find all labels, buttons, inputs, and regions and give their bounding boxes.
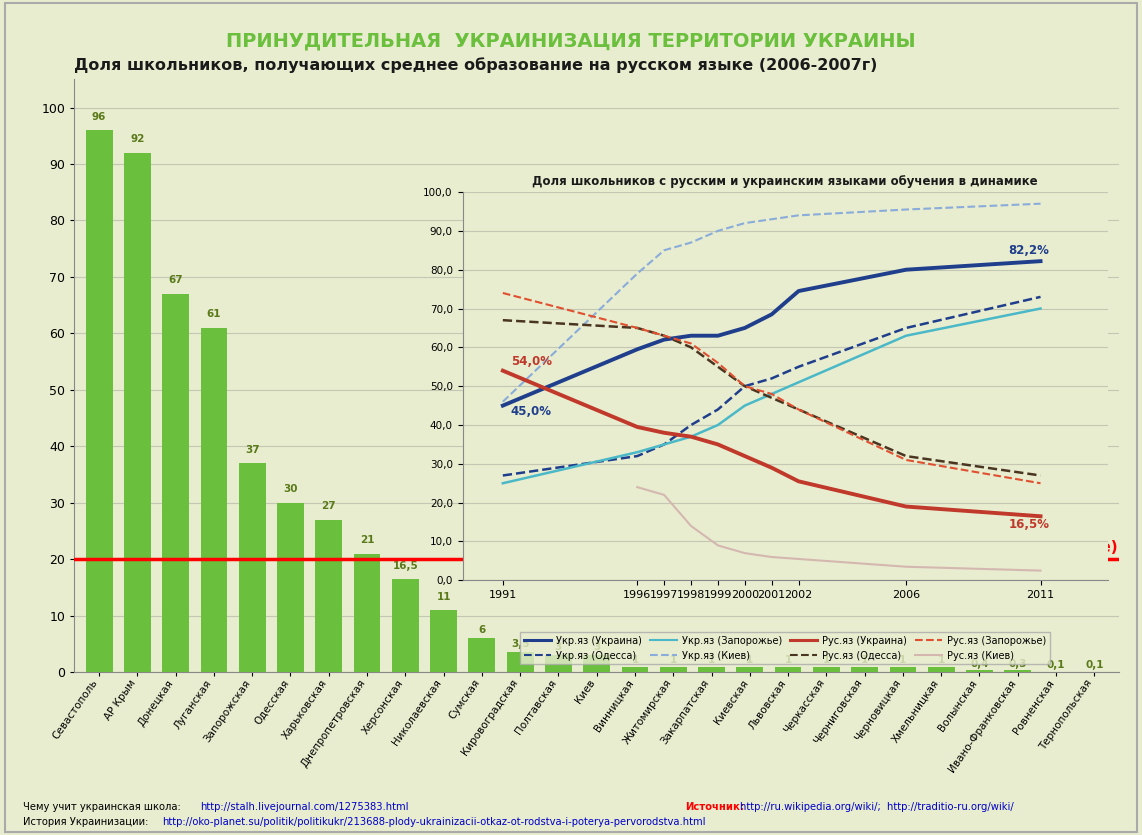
Text: 3: 3 <box>593 642 601 652</box>
Text: Чему учит украинская школа:: Чему учит украинская школа: <box>23 802 184 812</box>
Bar <box>737 666 763 672</box>
Text: 0,3: 0,3 <box>1008 660 1027 670</box>
Bar <box>86 130 113 672</box>
Bar <box>545 655 572 672</box>
Text: 1: 1 <box>785 655 791 665</box>
Text: 16,5: 16,5 <box>393 560 418 570</box>
Text: 6: 6 <box>478 625 485 635</box>
Text: 1: 1 <box>669 655 677 665</box>
Text: 3: 3 <box>555 642 562 652</box>
Text: 0,4: 0,4 <box>971 659 989 669</box>
Text: ПРИНУДИТЕЛЬНАЯ  УКРАИНИЗАЦИЯ ТЕРРИТОРИИ УКРАИНЫ: ПРИНУДИТЕЛЬНАЯ УКРАИНИЗАЦИЯ ТЕРРИТОРИИ У… <box>226 32 916 51</box>
Bar <box>813 666 839 672</box>
Bar <box>162 294 190 672</box>
Text: 1: 1 <box>861 655 868 665</box>
Text: 45,0%: 45,0% <box>510 405 552 418</box>
Text: 1: 1 <box>708 655 715 665</box>
Text: Источник:: Источник: <box>685 802 745 812</box>
Text: История Украинизации:: История Украинизации: <box>23 817 152 827</box>
Bar <box>354 554 380 672</box>
Text: 96: 96 <box>91 112 106 122</box>
Text: 1: 1 <box>746 655 754 665</box>
Text: Доля школьников, получающих среднее образование на русском языке (2006-2007г): Доля школьников, получающих среднее обра… <box>74 57 877 73</box>
Title: Доля школьников с русским и украинским языками обучения в динамике: Доля школьников с русским и украинским я… <box>532 175 1038 188</box>
Bar <box>584 655 610 672</box>
Text: 1: 1 <box>899 655 907 665</box>
Text: 0,1: 0,1 <box>1047 660 1065 671</box>
Text: 67: 67 <box>168 276 183 286</box>
Bar <box>660 666 686 672</box>
Bar <box>124 153 151 672</box>
Bar <box>315 519 343 672</box>
Text: 82,2%: 82,2% <box>1008 244 1049 257</box>
Text: 1: 1 <box>822 655 830 665</box>
Bar <box>431 610 457 672</box>
Text: 20% (среднее по Украине): 20% (среднее по Украине) <box>882 540 1117 555</box>
Text: 30: 30 <box>283 484 298 494</box>
Bar <box>392 579 419 672</box>
Text: 27: 27 <box>321 501 336 511</box>
Bar <box>966 670 992 672</box>
Text: 0,1: 0,1 <box>1085 660 1103 671</box>
Text: 54,0%: 54,0% <box>510 355 552 368</box>
Text: http://oko-planet.su/politik/politikukr/213688-plody-ukrainizacii-otkaz-ot-rodst: http://oko-planet.su/politik/politikukr/… <box>162 817 706 827</box>
Bar <box>890 666 916 672</box>
Text: 1: 1 <box>632 655 638 665</box>
Bar <box>201 328 227 672</box>
Text: 3,5: 3,5 <box>510 639 530 649</box>
Text: 16,5%: 16,5% <box>1008 518 1049 531</box>
Bar <box>851 666 878 672</box>
Text: http://stalh.livejournal.com/1275383.html: http://stalh.livejournal.com/1275383.htm… <box>200 802 409 812</box>
Bar <box>468 638 496 672</box>
Bar <box>239 463 266 672</box>
Bar <box>507 652 533 672</box>
Bar <box>278 503 304 672</box>
Bar <box>1004 671 1031 672</box>
Text: http://ru.wikipedia.org/wiki/;  http://traditio-ru.org/wiki/: http://ru.wikipedia.org/wiki/; http://tr… <box>740 802 1014 812</box>
Text: 92: 92 <box>130 134 145 144</box>
Text: 61: 61 <box>207 309 222 319</box>
Legend: Укр.яз (Украина), Укр.яз (Одесса), Укр.яз (Запорожье), Укр.яз (Киев), Рус.яз (Ук: Укр.яз (Украина), Укр.яз (Одесса), Укр.я… <box>521 632 1049 665</box>
Bar <box>621 666 649 672</box>
Bar <box>698 666 725 672</box>
Text: 1: 1 <box>938 655 944 665</box>
Bar <box>927 666 955 672</box>
Text: 37: 37 <box>244 445 259 455</box>
Text: 21: 21 <box>360 535 375 545</box>
Text: 11: 11 <box>436 592 451 601</box>
Bar <box>774 666 802 672</box>
